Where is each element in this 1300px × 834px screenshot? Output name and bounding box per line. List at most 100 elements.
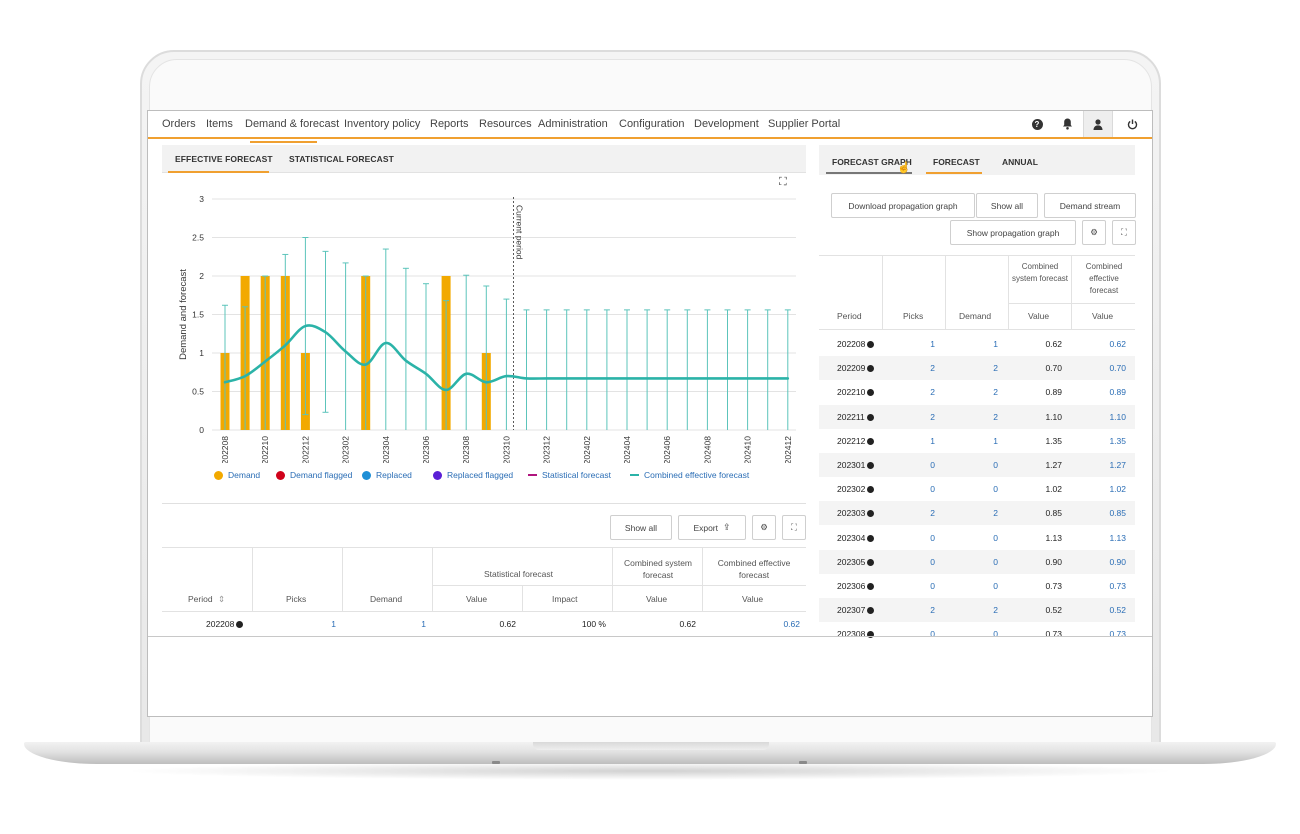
row-demand[interactable]: 2: [993, 387, 998, 398]
legend-item[interactable]: Demand flagged: [276, 470, 352, 480]
row-demand[interactable]: 0: [993, 581, 998, 591]
nav-items[interactable]: Items: [206, 118, 233, 130]
row-cef-value[interactable]: 1.13: [1109, 532, 1126, 543]
legend-item[interactable]: Combined effective forecast: [630, 470, 749, 480]
row-picks[interactable]: 0: [930, 484, 935, 495]
header-period[interactable]: Period ⇕: [188, 594, 225, 605]
tab-statistical-forecast[interactable]: STATISTICAL FORECAST: [289, 154, 394, 164]
legend-item[interactable]: Statistical forecast: [528, 470, 611, 480]
row-demand[interactable]: 2: [993, 363, 998, 374]
row-cef-value[interactable]: 0.90: [1109, 556, 1126, 567]
row-period[interactable]: 202305: [837, 557, 875, 567]
header-css-value: Value: [1028, 311, 1050, 321]
row-period[interactable]: 202302: [837, 484, 875, 494]
status-dot-icon: [867, 510, 875, 518]
power-icon[interactable]: [1117, 111, 1147, 137]
nav-development[interactable]: Development: [694, 118, 759, 130]
row-cef-value[interactable]: 0.62: [783, 619, 800, 629]
row-cef-value[interactable]: 0.70: [1109, 363, 1126, 374]
x-tick-label: 202406: [662, 436, 672, 463]
row-demand[interactable]: 0: [993, 556, 998, 567]
row-period[interactable]: 202209: [837, 363, 875, 373]
row-period[interactable]: 202304: [837, 533, 875, 543]
row-picks[interactable]: 2: [930, 387, 935, 398]
download-propagation-graph-button[interactable]: Download propagation graph: [831, 193, 975, 218]
y-tick-label: 2: [199, 271, 204, 281]
row-cef-value[interactable]: 0.62: [1109, 339, 1126, 349]
tab-forecast[interactable]: FORECAST: [933, 157, 980, 167]
row-demand[interactable]: 2: [993, 411, 998, 422]
row-picks[interactable]: 0: [930, 581, 935, 591]
row-cef-value[interactable]: 0.73: [1109, 629, 1126, 640]
row-demand[interactable]: 1: [993, 339, 998, 349]
row-cef-value[interactable]: 1.02: [1109, 484, 1126, 495]
show-all-right-button[interactable]: Show all: [976, 193, 1038, 218]
demand-stream-button[interactable]: Demand stream: [1044, 193, 1136, 218]
tab-effective-forecast[interactable]: EFFECTIVE FORECAST: [175, 154, 273, 164]
settings-button[interactable]: ⚙: [752, 515, 776, 540]
row-demand[interactable]: 0: [993, 629, 998, 640]
row-period[interactable]: 202210: [837, 387, 875, 397]
bell-icon[interactable]: [1052, 111, 1082, 137]
fullscreen-right-button[interactable]: ⛶: [1112, 220, 1136, 245]
legend-item[interactable]: Demand: [214, 470, 260, 480]
row-picks[interactable]: 2: [930, 605, 935, 616]
row-demand[interactable]: 0: [993, 532, 998, 543]
row-demand[interactable]: 2: [993, 508, 998, 519]
row-picks[interactable]: 1: [331, 619, 336, 629]
show-all-button[interactable]: Show all: [610, 515, 672, 540]
tab-annual[interactable]: ANNUAL: [1002, 157, 1038, 167]
export-button[interactable]: Export ⇪: [678, 515, 746, 540]
row-cef-value[interactable]: 1.27: [1109, 460, 1126, 470]
row-cef-value[interactable]: 0.73: [1109, 581, 1126, 591]
show-propagation-graph-button[interactable]: Show propagation graph: [950, 220, 1076, 245]
row-cef-value[interactable]: 1.10: [1109, 411, 1126, 422]
status-dot-icon: [867, 437, 875, 445]
row-demand[interactable]: 1: [993, 435, 998, 446]
nav-orders[interactable]: Orders: [162, 118, 196, 130]
row-css-value: 0.62: [679, 619, 696, 629]
tab-forecast-graph[interactable]: FORECAST GRAPH: [832, 157, 912, 167]
legend-item[interactable]: Replaced flagged: [433, 470, 513, 480]
row-cef-value[interactable]: 0.89: [1109, 387, 1126, 398]
row-period[interactable]: 202303: [837, 508, 875, 518]
row-picks[interactable]: 1: [930, 339, 935, 349]
row-picks[interactable]: 0: [930, 556, 935, 567]
fullscreen-button[interactable]: ⛶: [782, 515, 806, 540]
nav-configuration[interactable]: Configuration: [619, 118, 685, 130]
nav-administration[interactable]: Administration: [538, 118, 608, 130]
nav-demand-forecast[interactable]: Demand & forecast: [245, 118, 340, 143]
row-period[interactable]: 202212: [837, 436, 875, 446]
row-demand[interactable]: 0: [993, 484, 998, 495]
help-icon[interactable]: ?: [1022, 111, 1052, 137]
row-period[interactable]: 202308: [837, 629, 875, 639]
row-picks[interactable]: 2: [930, 363, 935, 374]
row-period[interactable]: 202301: [837, 460, 875, 470]
legend-item[interactable]: Replaced: [362, 470, 412, 480]
row-period[interactable]: 202208: [206, 619, 244, 629]
row-picks[interactable]: 2: [930, 411, 935, 422]
row-demand[interactable]: 2: [993, 605, 998, 616]
row-cef-value[interactable]: 0.52: [1109, 605, 1126, 616]
nav-inventory-policy[interactable]: Inventory policy: [344, 118, 421, 130]
nav-supplier-portal[interactable]: Supplier Portal: [768, 118, 841, 130]
user-icon[interactable]: [1083, 111, 1113, 137]
row-period[interactable]: 202307: [837, 605, 875, 615]
sort-icon[interactable]: ⇕: [217, 594, 226, 604]
row-period[interactable]: 202211: [837, 412, 874, 422]
row-picks[interactable]: 0: [930, 460, 935, 470]
row-cef-value[interactable]: 1.35: [1109, 435, 1126, 446]
row-demand[interactable]: 1: [421, 619, 426, 629]
row-period[interactable]: 202208: [837, 339, 875, 349]
row-demand[interactable]: 0: [993, 460, 998, 470]
settings-right-button[interactable]: ⚙: [1082, 220, 1106, 245]
row-cef-value[interactable]: 0.85: [1109, 508, 1126, 519]
row-picks[interactable]: 1: [930, 435, 935, 446]
row-period[interactable]: 202306: [837, 581, 875, 591]
row-picks[interactable]: 0: [930, 532, 935, 543]
nav-reports[interactable]: Reports: [430, 118, 469, 130]
row-picks[interactable]: 0: [930, 629, 935, 640]
row-picks[interactable]: 2: [930, 508, 935, 519]
expand-chart-icon[interactable]: ⛶: [779, 176, 787, 188]
nav-resources[interactable]: Resources: [479, 118, 532, 130]
